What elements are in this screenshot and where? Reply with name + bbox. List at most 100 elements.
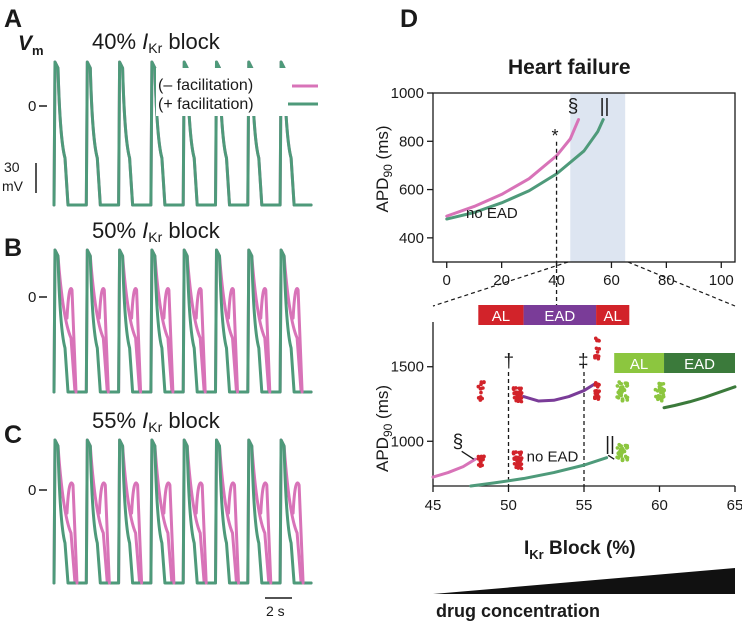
ap-trace-ead-bump bbox=[65, 287, 78, 394]
title-b: 50% IKr block bbox=[92, 218, 221, 245]
ap-trace-plus-facilitation bbox=[52, 248, 87, 394]
panel-letter-d: D bbox=[400, 5, 418, 33]
no-ead-annotation-lower: no EAD bbox=[527, 449, 579, 466]
ap-trace-plus-facilitation bbox=[278, 248, 313, 394]
section-arrow bbox=[461, 450, 475, 460]
al-point bbox=[593, 391, 598, 396]
panel-letter-b: B bbox=[4, 234, 22, 262]
ap-trace-plus-facilitation bbox=[149, 438, 184, 585]
al-point-green bbox=[619, 393, 624, 398]
al-point bbox=[480, 396, 485, 401]
ap-trace-plus-facilitation bbox=[149, 248, 184, 394]
ap-trace-ead-bump bbox=[194, 287, 207, 394]
series-line-lower bbox=[522, 381, 598, 403]
x-tick-label: 50 bbox=[500, 497, 517, 514]
al-point-green bbox=[615, 446, 620, 450]
al-point bbox=[517, 398, 521, 403]
al-point bbox=[594, 346, 599, 351]
legend-minus-label: (– facilitation) bbox=[158, 77, 253, 94]
al-point bbox=[593, 383, 598, 387]
al-point-green bbox=[654, 394, 658, 399]
ap-trace-ead-bump bbox=[259, 287, 272, 394]
al-point bbox=[594, 353, 598, 358]
al-point-green bbox=[618, 444, 623, 448]
ap-trace-ead-bump bbox=[291, 481, 305, 585]
al-point bbox=[518, 394, 522, 399]
phase-bar-top-label: EAD bbox=[544, 308, 575, 325]
title-c: 55% IKr block bbox=[92, 408, 221, 435]
al-point-green bbox=[659, 388, 664, 392]
al-point-green bbox=[615, 455, 619, 460]
double-bar-arrow bbox=[607, 454, 615, 460]
ap-trace-ead-bump bbox=[194, 481, 208, 585]
ap-trace-plus-facilitation bbox=[117, 248, 152, 394]
al-point-green bbox=[625, 444, 630, 448]
x-tick-label: 100 bbox=[709, 272, 734, 289]
series-line-lower bbox=[469, 456, 609, 488]
ap-trace-plus-facilitation bbox=[52, 60, 87, 207]
x-tick-label: 60 bbox=[603, 272, 620, 289]
ap-trace-ead-bump bbox=[291, 287, 304, 394]
ap-trace-ead-bump bbox=[162, 287, 175, 394]
x-tick-label: 40 bbox=[548, 272, 565, 289]
x-axis-label-lower: IKr Block (%) bbox=[524, 538, 636, 562]
ap-trace-plus-facilitation bbox=[117, 60, 152, 207]
ap-trace-ead-bump bbox=[130, 481, 144, 585]
y-axis-label-upper: APD90 (ms) bbox=[373, 125, 395, 212]
y-tick-label: 400 bbox=[399, 230, 424, 247]
al-point-green bbox=[623, 454, 628, 459]
ap-trace-plus-facilitation bbox=[149, 60, 184, 207]
al-point bbox=[481, 457, 485, 462]
al-point bbox=[595, 350, 600, 354]
al-point bbox=[479, 386, 483, 391]
al-point bbox=[519, 450, 523, 454]
legend-plus-label: (+ facilitation) bbox=[158, 96, 254, 113]
ap-trace-plus-facilitation bbox=[246, 248, 281, 394]
phase-bar-top-label: AL bbox=[604, 308, 622, 325]
phase-bar-top bbox=[523, 305, 597, 325]
al-point-green bbox=[656, 397, 660, 402]
al-point bbox=[593, 396, 597, 401]
al-point-green bbox=[661, 381, 666, 386]
panel-letter-c: C bbox=[4, 421, 22, 449]
ap-trace-ead-bump bbox=[227, 481, 240, 585]
y-axis-label-lower: APD90 (ms) bbox=[373, 385, 395, 472]
phase-bar-top bbox=[478, 305, 524, 325]
double-bar-annotation-upper: || bbox=[600, 96, 610, 117]
traces-panel-b bbox=[52, 248, 313, 394]
vm-label: Vm bbox=[18, 32, 44, 58]
al-point bbox=[512, 391, 517, 396]
al-point-green bbox=[619, 450, 623, 455]
al-point bbox=[517, 458, 522, 462]
ap-trace-plus-facilitation bbox=[117, 438, 152, 585]
section-annotation-upper: § bbox=[568, 96, 579, 117]
al-point bbox=[512, 395, 517, 400]
y-tick-label: 1000 bbox=[391, 433, 424, 450]
al-point bbox=[476, 384, 481, 389]
legend-background bbox=[156, 68, 316, 116]
ap-trace-ead-bump bbox=[97, 287, 110, 394]
title-a: 40% IKr block bbox=[92, 29, 221, 56]
al-point bbox=[478, 462, 482, 467]
voltage-scale-unit: mV bbox=[2, 178, 24, 194]
y-tick-label: 1000 bbox=[391, 85, 424, 102]
drug-concentration-label: drug concentration bbox=[436, 601, 600, 621]
ap-trace-plus-facilitation bbox=[246, 438, 281, 585]
x-tick-label: 80 bbox=[658, 272, 675, 289]
ap-trace-ead-bump bbox=[162, 481, 176, 585]
al-point bbox=[514, 450, 518, 454]
ap-trace-plus-facilitation bbox=[181, 438, 216, 585]
x-tick-label: 60 bbox=[651, 497, 668, 514]
al-point bbox=[480, 380, 484, 385]
plot-frame-upper bbox=[432, 92, 736, 263]
ap-trace-plus-facilitation bbox=[84, 248, 119, 394]
al-point-green bbox=[660, 396, 664, 401]
al-point bbox=[476, 454, 481, 459]
time-scale-label: 2 s bbox=[266, 603, 285, 619]
ap-trace-plus-facilitation bbox=[84, 438, 119, 585]
ap-trace-plus-facilitation bbox=[214, 438, 248, 585]
series-line-upper bbox=[445, 118, 605, 221]
phase-bar-green bbox=[664, 353, 735, 373]
al-point-green bbox=[619, 454, 624, 458]
